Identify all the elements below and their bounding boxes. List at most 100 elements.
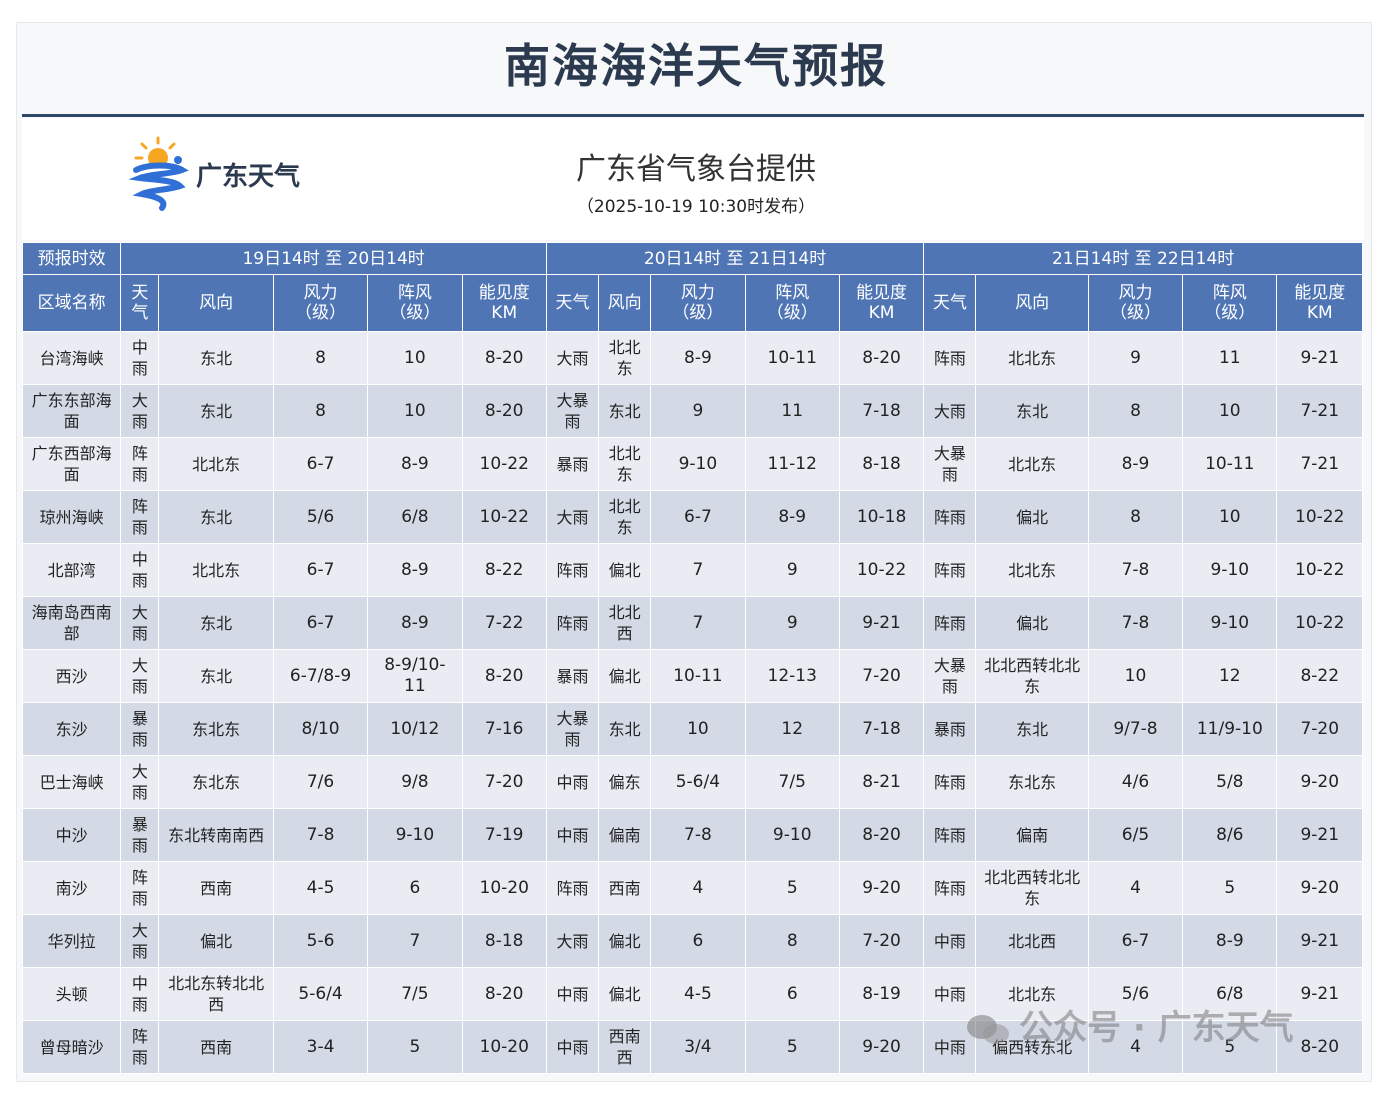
forecast-cell: 8-18	[461, 914, 547, 968]
forecast-cell: 8	[1087, 384, 1184, 438]
forecast-cell: 8-9	[650, 331, 746, 385]
table-row: 南沙阵雨西南 4-5 6 10-20 阵雨 西南 4 5 9-20 阵雨 北北西转北北东 4 5 9-20	[21, 861, 1363, 915]
forecast-cell: 9-20	[838, 1020, 925, 1074]
forecast-cell: 7-16	[461, 702, 547, 756]
table-row: 西沙大雨东北 6-7/8-9 8-9/10- 11 8-20 暴雨 偏北 10-11 12-13…	[21, 649, 1363, 703]
forecast-cell: 大暴雨	[923, 649, 977, 703]
watermark: 公众号 · 广东天气	[965, 1000, 1294, 1049]
period-header-row: 预报时效 19日14时 至 20日14时 20日14时 至 21日14时 21日…	[21, 242, 1363, 275]
forecast-cell: 9-21	[1276, 914, 1363, 968]
forecast-cell: 9-10	[367, 808, 463, 862]
forecast-cell: 东北	[158, 384, 274, 438]
forecast-cell: 6/8	[1182, 967, 1278, 1021]
forecast-cell: 中雨	[545, 808, 600, 862]
table-row: 海南岛西南部大雨东北 6-7 8-9 7-22 阵雨 北北西 7 9 9-21 阵雨 偏北 7-8 9-…	[21, 596, 1363, 650]
forecast-cell: 阵雨	[923, 331, 977, 385]
forecast-cell: 暴雨	[120, 702, 160, 756]
period-header-2: 20日14时 至 21日14时	[545, 242, 925, 275]
forecast-cell: 东北东	[158, 755, 274, 809]
forecast-cell: 大雨	[120, 914, 160, 968]
forecast-cell: 5/6	[1087, 967, 1184, 1021]
forecast-cell: 9/8	[367, 755, 463, 809]
column-header-p3-c2: 风向	[975, 274, 1089, 332]
forecast-cell: 8/10	[272, 702, 369, 756]
forecast-cell: 12	[744, 702, 840, 756]
forecast-cell: 偏北	[598, 649, 652, 703]
table-row: 曾母暗沙阵雨西南 3-4 5 10-20 中雨 西南西 3/4 5 9-20 中雨 偏西转东北 4 5 8…	[21, 1020, 1363, 1074]
forecast-cell: 阵雨	[923, 490, 977, 544]
table-row: 头顿中雨北北东转北北西 5-6/4 7/5 8-20 中雨 偏北 4-5 6 8-19 中雨 北北东…	[21, 967, 1363, 1021]
forecast-cell: 西南西	[598, 1020, 652, 1074]
column-header-p3-c4: 阵风 （级）	[1182, 274, 1278, 332]
forecast-cell: 7-18	[838, 702, 925, 756]
wechat-icon	[967, 1014, 1009, 1044]
forecast-cell: 11-12	[744, 437, 840, 491]
forecast-cell: 阵雨	[545, 596, 600, 650]
forecast-cell: 北北东	[598, 437, 652, 491]
forecast-cell: 7-22	[461, 596, 547, 650]
forecast-cell: 10	[1182, 490, 1278, 544]
forecast-cell: 偏北	[158, 914, 274, 968]
forecast-cell: 10-22	[1276, 543, 1363, 597]
forecast-cell: 阵雨	[120, 1020, 160, 1074]
table-row: 东沙暴雨东北东 8/10 10/12 7-16 大暴雨东北 10 12 7-18 暴雨 东北 9/7…	[21, 702, 1363, 756]
forecast-cell: 东北	[158, 490, 274, 544]
forecast-cell: 大雨	[120, 649, 160, 703]
table-row: 琼州海峡阵雨东北 5/6 6/8 10-22 大雨 北北东 6-7 8-9 10-18 阵雨 偏北 8…	[21, 490, 1363, 544]
forecast-cell: 西南	[158, 861, 274, 915]
release-time: （2025-10-19 10:30时发布）	[576, 197, 816, 217]
region-cell: 南沙	[21, 861, 122, 915]
forecast-cell: 6	[367, 861, 463, 915]
region-cell: 东沙	[21, 702, 122, 756]
region-cell: 中沙	[21, 808, 122, 862]
logo-text: 广东天气	[196, 162, 301, 192]
forecast-cell: 北北东	[158, 543, 274, 597]
forecast-cell: 10-11	[1182, 437, 1278, 491]
column-header-p2-c3: 风力 （级）	[650, 274, 746, 332]
forecast-cell: 7-20	[461, 755, 547, 809]
region-cell: 海南岛西南部	[21, 596, 122, 650]
forecast-cell: 中雨	[923, 914, 977, 968]
forecast-cell: 7	[650, 596, 746, 650]
region-cell: 曾母暗沙	[21, 1020, 122, 1074]
forecast-cell: 偏北	[598, 914, 652, 968]
forecast-cell: 偏南	[975, 808, 1089, 862]
forecast-cell: 暴雨	[120, 808, 160, 862]
forecast-cell: 9	[650, 384, 746, 438]
column-header-p1-c2: 风向	[158, 274, 274, 332]
forecast-cell: 10	[650, 702, 746, 756]
forecast-cell: 8-22	[1276, 649, 1363, 703]
provider-title: 广东省气象台提供	[576, 152, 816, 187]
forecast-cell: 8-21	[838, 755, 925, 809]
forecast-cell: 中雨	[545, 967, 600, 1021]
forecast-cell: 6	[744, 967, 840, 1021]
forecast-cell: 9	[744, 596, 840, 650]
period-header-3: 21日14时 至 22日14时	[923, 242, 1363, 275]
forecast-cell: 7-8	[650, 808, 746, 862]
region-cell: 北部湾	[21, 543, 122, 597]
forecast-cell: 4-5	[650, 967, 746, 1021]
forecast-cell: 东北	[598, 384, 652, 438]
forecast-cell: 大雨	[545, 490, 600, 544]
forecast-cell: 北北东	[598, 490, 652, 544]
forecast-cell: 9-21	[838, 596, 925, 650]
forecast-cell: 西南	[158, 1020, 274, 1074]
forecast-cell: 7/5	[744, 755, 840, 809]
forecast-cell: 12-13	[744, 649, 840, 703]
column-header-p1-c1: 天气	[120, 274, 160, 332]
forecast-cell: 4	[1087, 1020, 1184, 1074]
forecast-cell: 6-7	[650, 490, 746, 544]
page-title: 南海海洋天气预报	[504, 39, 888, 93]
forecast-cell: 8-9	[744, 490, 840, 544]
forecast-cell: 阵雨	[923, 755, 977, 809]
forecast-cell: 10	[367, 384, 463, 438]
table-row: 巴士海峡大雨东北东 7/6 9/8 7-20 中雨 偏东 5-6/4 7/5 8-21 阵雨 东北东…	[21, 755, 1363, 809]
forecast-cell: 7	[650, 543, 746, 597]
column-header-p2-c4: 阵风 （级）	[744, 274, 840, 332]
table-row: 北部湾中雨北北东 6-7 8-9 8-22 阵雨 偏北 7 9 10-22 阵雨 北北东 7-8 9-1…	[21, 543, 1363, 597]
forecast-cell: 北北西	[975, 914, 1089, 968]
forecast-cell: 7/6	[272, 755, 369, 809]
forecast-cell: 北北东	[598, 331, 652, 385]
forecast-cell: 阵雨	[923, 808, 977, 862]
forecast-cell: 7-8	[1087, 543, 1184, 597]
